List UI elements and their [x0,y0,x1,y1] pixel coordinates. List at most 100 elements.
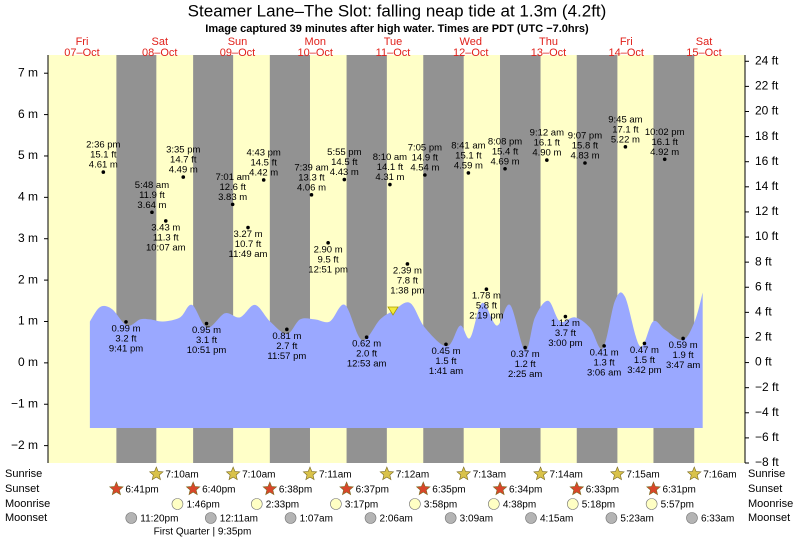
tide-time-label: 8:41 am [451,140,485,151]
tide-point [261,178,266,182]
y2-tick-label: 2 ft [755,330,772,344]
tide-feet-label: 3.1 ft [196,335,217,346]
tide-point [342,177,347,182]
tide-feet-label: 1.3 ft [594,357,615,368]
tide-time-label: 8:10 am [373,152,407,163]
moonrise-time: 1:46pm [186,500,219,511]
sunset-icon [646,481,661,496]
day-date: 08–Oct [142,47,177,59]
sunrise-icon [148,466,164,481]
tide-point [388,182,392,187]
tide-time-label: 12:51 pm [308,264,348,275]
day-date: 13–Oct [531,47,566,59]
day-name: Sat [696,36,713,48]
moonset-time: 11:20pm [140,514,178,525]
tide-meters-label: 0.62 m [352,339,381,350]
tide-meters-label: 4.43 m [330,167,359,178]
y2-tick-label: 6 ft [755,279,772,293]
tide-feet-label: 15.8 ft [572,141,599,152]
moonset-time: 1:07am [300,514,333,525]
tide-feet-label: 2.7 ft [276,341,297,352]
tide-meters-label: 0.59 m [669,340,698,351]
tide-point [181,175,186,179]
tide-meters-label: 5.22 m [611,134,640,145]
tide-point [150,210,154,215]
tide-point [523,345,527,350]
row-label: Moonrise [748,498,793,510]
day-name: Tue [384,36,403,48]
tide-meters-label: 0.37 m [511,349,540,360]
y-tick-label: 5 m [18,148,38,162]
sunset-time: 6:35pm [432,485,465,496]
tide-feet-label: 3.2 ft [115,333,136,344]
tide-feet-label: 15.4 ft [492,146,519,157]
y2-tick-label: 18 ft [755,129,779,143]
moon-phase: First Quarter | 9:35pm [154,527,252,538]
moonset-time: 6:33am [701,514,734,525]
day-date: 11–Oct [376,47,411,59]
sunrise-time: 7:10am [242,470,275,481]
tide-meters-label: 0.41 m [590,347,619,358]
tide-meters-label: 4.61 m [89,160,118,171]
row-label: Sunrise [5,468,42,480]
tide-time-label: 8:08 pm [488,136,522,147]
y-tick-label: −1 m [11,396,38,410]
tide-point [364,335,369,340]
y-tick-label: 6 m [18,107,38,121]
moonrise-icon [409,498,421,510]
tide-time-label: 1:41 am [429,366,463,377]
tide-time-label: 7:05 pm [408,143,442,154]
plot-area: 7 m 6 m 5 m 4 m 3 m 2 m 1 m 0 m −1 m −2 m 24 ft 22 … [11,53,779,469]
tide-feet-label: 14.5 ft [331,157,358,168]
tide-meters-label: 4.59 m [454,160,483,171]
day-date: 09–Oct [220,47,255,59]
moonset-time: 2:06am [380,514,413,525]
row-label: Sunrise [748,468,785,480]
tide-meters-label: 2.39 m [393,265,422,276]
moonrise-icon [645,498,658,510]
row-label: Sunset [748,483,782,495]
sunrise-icon [609,466,625,481]
tide-point [503,166,507,171]
moonrise-time: 4:38pm [503,500,536,511]
tide-feet-label: 14.9 ft [412,153,439,164]
sunset-icon [492,481,508,496]
sunrise-time: 7:12am [396,470,429,481]
day-name: Sun [228,36,248,48]
row-label: Moonset [5,512,47,524]
tide-point [484,287,489,292]
tide-meters-label: 3.27 m [233,229,262,240]
day-name: Thu [539,36,558,48]
moonrise-time: 3:58pm [424,500,457,511]
tide-point [642,341,647,346]
tide-time-label: 3:47 am [666,360,700,371]
y2-tick-label: 12 ft [755,204,779,218]
moonrise-icon [566,498,579,510]
y2-tick-label: −6 ft [755,430,779,444]
moonrise-icon [250,498,263,510]
tide-feet-label: 9.5 ft [318,254,339,265]
tide-time-label: 3:42 pm [627,365,661,376]
tide-point [230,202,235,207]
row-label: Moonrise [5,498,50,510]
moonset-icon [686,512,698,524]
tide-point [466,171,471,175]
moonset-time: 12:11am [220,514,258,525]
tide-meters-label: 3.64 m [137,200,166,211]
tide-feet-label: 11.3 ft [153,232,179,243]
tide-feet-label: 15.1 ft [90,150,117,161]
chart-title: Steamer Lane–The Slot: falling neap tide… [188,1,607,20]
sunrise-time: 7:10am [165,470,198,481]
row-label: Moonset [748,512,790,524]
moonrise-time: 5:57pm [661,500,694,511]
day-name: Fri [620,36,633,48]
tide-meters-label: 1.12 m [551,318,580,329]
day-date: 10–Oct [298,47,333,59]
tide-meters-label: 4.83 m [570,151,599,162]
tide-point [246,225,250,230]
sunrise-icon [302,466,318,481]
sunrise-time: 7:16am [703,470,736,481]
day-name: Fri [76,36,89,48]
tide-point [204,321,209,326]
